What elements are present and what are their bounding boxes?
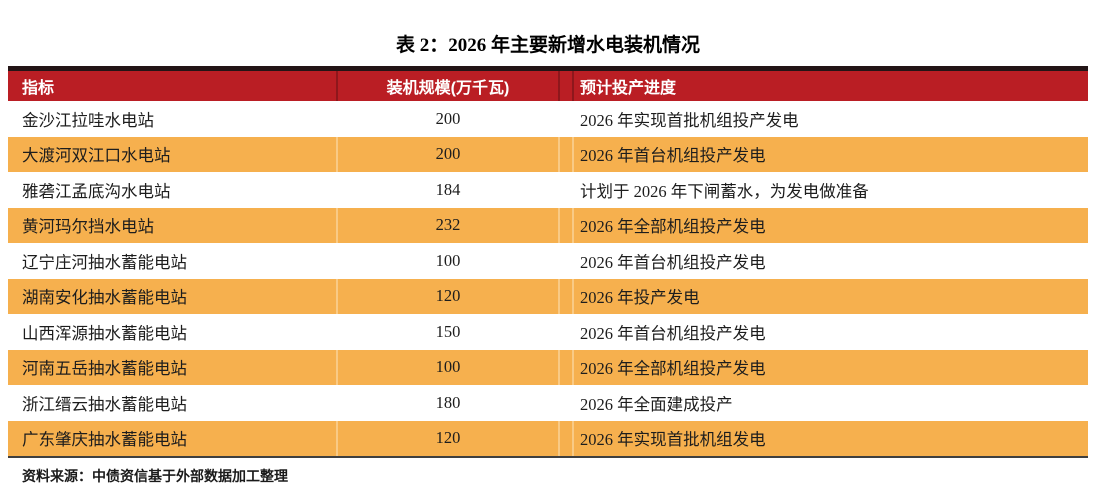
cell-station-name-text: 辽宁庄河抽水蓄能电站 (22, 252, 187, 272)
cell-progress: 2026 年实现首批机组发电 (558, 420, 1088, 456)
cell-station-name-text: 广东肇庆抽水蓄能电站 (22, 430, 187, 450)
cell-progress-text: 2026 年实现首批机组投产发电 (580, 110, 799, 130)
header-label: 装机规模(万千瓦) (386, 80, 510, 97)
table-title: 表 2：2026 年主要新增水电装机情况 (395, 35, 700, 56)
cell-progress: 2026 年全部机组投产发电 (558, 207, 1088, 243)
cell-station-name-text: 湖南安化抽水蓄能电站 (22, 288, 187, 308)
table-row: 湖南安化抽水蓄能电站 120 2026 年投产发电 (8, 278, 1088, 315)
cell-capacity-text: 184 (435, 179, 461, 199)
cell-station-name-text: 雅砻江孟底沟水电站 (22, 181, 171, 201)
table-body: 金沙江拉哇水电站 200 2026 年实现首批机组投产发电大渡河双江口水电站 200 2… (8, 101, 1088, 456)
table-row: 浙江缙云抽水蓄能电站 180 2026 年全面建成投产 (8, 385, 1088, 421)
cell-capacity: 120 (336, 278, 558, 314)
cell-capacity: 150 (336, 314, 558, 350)
table-row: 黄河玛尔挡水电站 232 2026 年全部机组投产发电 (8, 207, 1088, 244)
cell-station-name-text: 黄河玛尔挡水电站 (22, 217, 154, 237)
cell-capacity: 100 (336, 349, 558, 385)
header-cell-progress: 预计投产进度 (558, 71, 1088, 101)
hydropower-table: 指标 装机规模(万千瓦) 预计投产进度 金沙江拉哇水电站 200 2026 年实现首… (8, 66, 1088, 458)
cell-progress: 2026 年首台机组投产发电 (558, 136, 1088, 172)
cell-progress-text: 计划于 2026 年下闸蓄水，为发电做准备 (580, 181, 869, 201)
cell-station-name: 黄河玛尔挡水电站 (8, 208, 336, 244)
table-bottom-border (8, 456, 1088, 458)
cell-station-name: 浙江缙云抽水蓄能电站 (8, 385, 336, 421)
cell-progress-text: 2026 年全面建成投产 (580, 394, 733, 414)
cell-progress: 2026 年首台机组投产发电 (558, 243, 1088, 279)
cell-progress-text: 2026 年首台机组投产发电 (580, 323, 766, 343)
table-row: 河南五岳抽水蓄能电站 100 2026 年全部机组投产发电 (8, 349, 1088, 386)
table-row: 山西浑源抽水蓄能电站 150 2026 年首台机组投产发电 (8, 314, 1088, 350)
table-top-border (8, 66, 1088, 71)
cell-capacity: 100 (336, 243, 558, 279)
cell-station-name: 辽宁庄河抽水蓄能电站 (8, 243, 336, 279)
header-label: 预计投产进度 (580, 80, 677, 97)
cell-capacity-text: 100 (435, 357, 461, 377)
cell-capacity: 200 (336, 101, 558, 137)
table-row: 金沙江拉哇水电站 200 2026 年实现首批机组投产发电 (8, 101, 1088, 137)
cell-progress-text: 2026 年实现首批机组发电 (580, 430, 766, 450)
cell-capacity-text: 180 (435, 392, 461, 412)
table-row: 广东肇庆抽水蓄能电站 120 2026 年实现首批机组发电 (8, 420, 1088, 457)
cell-progress-text: 2026 年全部机组投产发电 (580, 217, 766, 237)
cell-capacity-text: 200 (435, 108, 461, 128)
table-header-row: 指标 装机规模(万千瓦) 预计投产进度 (8, 71, 1088, 101)
cell-station-name: 大渡河双江口水电站 (8, 137, 336, 173)
table-row: 雅砻江孟底沟水电站 184 计划于 2026 年下闸蓄水，为发电做准备 (8, 172, 1088, 208)
cell-progress-text: 2026 年全部机组投产发电 (580, 359, 766, 379)
cell-station-name: 湖南安化抽水蓄能电站 (8, 279, 336, 315)
header-cell-capacity: 装机规模(万千瓦) (336, 71, 558, 101)
source-note: 资料来源：中债资信基于外部数据加工整理 (22, 468, 288, 484)
table-row: 辽宁庄河抽水蓄能电站 100 2026 年首台机组投产发电 (8, 243, 1088, 279)
cell-capacity: 184 (336, 172, 558, 208)
cell-progress-text: 2026 年首台机组投产发电 (580, 252, 766, 272)
cell-progress: 2026 年首台机组投产发电 (558, 314, 1088, 350)
cell-progress: 2026 年实现首批机组投产发电 (558, 101, 1088, 137)
cell-station-name: 山西浑源抽水蓄能电站 (8, 314, 336, 350)
cell-progress-text: 2026 年投产发电 (580, 288, 700, 308)
cell-capacity-text: 200 (435, 144, 461, 164)
cell-station-name-text: 金沙江拉哇水电站 (22, 110, 154, 130)
cell-station-name-text: 浙江缙云抽水蓄能电站 (22, 394, 187, 414)
cell-progress: 2026 年投产发电 (558, 278, 1088, 314)
cell-capacity-text: 232 (435, 215, 461, 235)
cell-capacity: 200 (336, 136, 558, 172)
cell-capacity: 180 (336, 385, 558, 421)
cell-station-name-text: 河南五岳抽水蓄能电站 (22, 359, 187, 379)
cell-station-name-text: 大渡河双江口水电站 (22, 146, 171, 166)
cell-capacity-text: 120 (435, 286, 461, 306)
cell-progress: 计划于 2026 年下闸蓄水，为发电做准备 (558, 172, 1088, 208)
cell-station-name: 广东肇庆抽水蓄能电站 (8, 421, 336, 457)
cell-station-name: 金沙江拉哇水电站 (8, 101, 336, 137)
header-label: 指标 (22, 80, 55, 97)
cell-progress-text: 2026 年首台机组投产发电 (580, 146, 766, 166)
cell-progress: 2026 年全面建成投产 (558, 385, 1088, 421)
cell-progress: 2026 年全部机组投产发电 (558, 349, 1088, 385)
cell-station-name: 河南五岳抽水蓄能电站 (8, 350, 336, 386)
cell-station-name: 雅砻江孟底沟水电站 (8, 172, 336, 208)
cell-station-name-text: 山西浑源抽水蓄能电站 (22, 323, 187, 343)
cell-capacity-text: 120 (435, 428, 461, 448)
cell-capacity: 232 (336, 207, 558, 243)
cell-capacity-text: 150 (435, 321, 461, 341)
cell-capacity: 120 (336, 420, 558, 456)
cell-capacity-text: 100 (435, 250, 461, 270)
table-row: 大渡河双江口水电站 200 2026 年首台机组投产发电 (8, 136, 1088, 173)
header-cell-indicator: 指标 (8, 71, 336, 101)
